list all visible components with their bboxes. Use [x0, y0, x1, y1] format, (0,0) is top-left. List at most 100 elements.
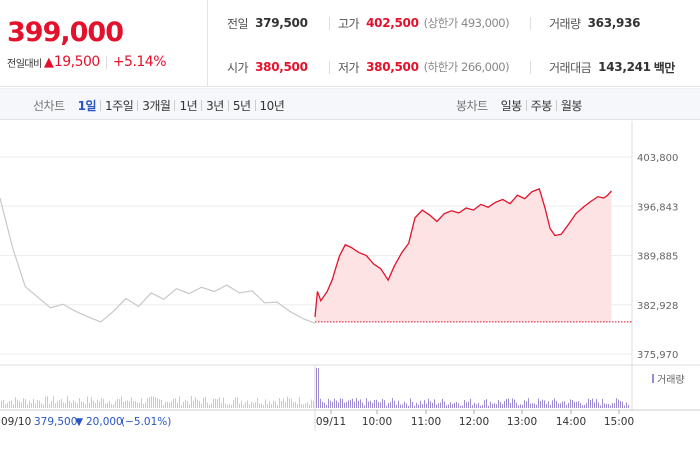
stat-label: 거래량 [549, 16, 581, 31]
change-value: 19,500 [53, 54, 101, 70]
volume-bar [275, 401, 276, 408]
volume-bar [460, 405, 461, 408]
volume-bar [71, 402, 72, 408]
tab-5year[interactable]: 5년 [232, 98, 251, 113]
y-tick-label: 375,970 [637, 350, 678, 361]
volume-bar [492, 403, 493, 408]
volume-bar [239, 403, 240, 408]
divider [227, 99, 229, 111]
volume-bar [332, 402, 333, 408]
volume-bar [426, 403, 427, 408]
tab-1year[interactable]: 1년 [179, 98, 198, 113]
volume-bar [326, 405, 327, 408]
current-price-box: 399,000 전일대비 ▲ 19,500 +5.14% [0, 0, 208, 87]
volume-bar [133, 400, 134, 408]
volume-bar [17, 399, 18, 408]
volume-bar [213, 398, 214, 408]
volume-bar [111, 404, 112, 408]
tab-daily-candle[interactable]: 일봉 [500, 98, 523, 113]
volume-bar [3, 399, 4, 408]
tab-10year[interactable]: 10년 [259, 98, 285, 113]
volume-bar [362, 402, 363, 408]
volume-bar [235, 397, 236, 408]
volume-bar [53, 396, 54, 408]
volume-bar [247, 400, 248, 408]
volume-bar [502, 404, 503, 408]
volume-bar [123, 402, 124, 408]
volume-bar [307, 402, 308, 408]
volume-bar [47, 396, 48, 408]
divider [105, 55, 107, 69]
volume-bar [602, 398, 603, 408]
volume-bar [41, 403, 42, 408]
volume-bar [546, 403, 547, 408]
volume-bar [612, 403, 613, 408]
volume-bar [620, 401, 621, 408]
price-chart[interactable]: 403,800 396,843 389,885 382,928 375,970 거래량 … [0, 121, 700, 450]
volume-bar [384, 400, 385, 408]
volume-bar [189, 404, 190, 408]
volume-bar [444, 401, 445, 408]
volume-bar [534, 403, 535, 408]
volume-bar [400, 404, 401, 408]
volume-bar [109, 400, 110, 408]
volume-bar [344, 402, 345, 408]
volume-bar [145, 402, 146, 408]
tab-3year[interactable]: 3년 [206, 98, 224, 113]
divider [329, 17, 330, 30]
volume-bar [63, 402, 64, 408]
volume-bar [243, 404, 244, 408]
volume-bar [316, 368, 317, 408]
x-tick-label: 10:00 [362, 416, 392, 428]
volume-bar [394, 400, 395, 408]
volume-bar [462, 405, 463, 408]
tab-1day[interactable]: 1일 [77, 98, 97, 113]
volume-bar [43, 404, 44, 408]
prev-day-info: 09/10 379,500▼ 20,000(−5.01%) [1, 416, 171, 428]
volume-bar [368, 401, 369, 408]
volume-bar [526, 401, 527, 408]
volume-bar [225, 403, 226, 408]
volume-bar [31, 402, 32, 408]
volume-bar [35, 403, 36, 408]
prev-day-series [0, 197, 316, 324]
tab-monthly-candle[interactable]: 월봉 [560, 98, 583, 113]
stat-value: 143,241 [598, 60, 651, 74]
tab-weekly-candle[interactable]: 주봉 [530, 98, 553, 113]
volume-bar [574, 401, 575, 408]
volume-bar [83, 401, 84, 408]
volume-bar [572, 400, 573, 408]
volume-bar [532, 403, 533, 408]
stat-label: 저가 [338, 60, 360, 75]
volume-bar [177, 402, 178, 408]
volume-bar [570, 399, 571, 408]
volume-bar [49, 403, 50, 408]
volume-bar [185, 399, 186, 408]
volume-bar [147, 398, 148, 408]
stat-value: 380,500 [255, 60, 308, 74]
volume-bar [139, 402, 140, 408]
volume-bar [97, 399, 98, 408]
volume-bar [480, 405, 481, 408]
tab-1week[interactable]: 1주일 [105, 98, 134, 113]
prev-day-line [0, 197, 316, 324]
volume-bar [287, 396, 288, 408]
volume-bar [448, 404, 449, 408]
volume-bar [434, 399, 435, 408]
volume-bar [29, 400, 30, 408]
volume-bar [149, 397, 150, 408]
volume-bar [141, 398, 142, 408]
volume-bar [610, 405, 611, 408]
tab-3month[interactable]: 3개월 [142, 98, 171, 113]
volume-bar [1, 400, 2, 408]
volume-bar [558, 403, 559, 408]
divider [254, 99, 256, 111]
volume-bar [422, 404, 423, 408]
volume-bar [608, 404, 609, 408]
volume-bar [504, 400, 505, 408]
volume-bar [496, 404, 497, 408]
volume-bar [348, 400, 349, 408]
volume-bar [554, 398, 555, 408]
upper-limit: (상한가 493,000) [423, 16, 510, 30]
